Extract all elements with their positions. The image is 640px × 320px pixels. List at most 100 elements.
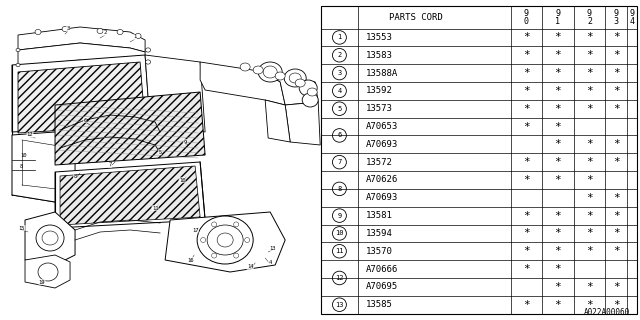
Ellipse shape <box>35 29 41 35</box>
Text: 15: 15 <box>19 226 25 230</box>
Text: *: * <box>523 104 530 114</box>
Ellipse shape <box>135 34 141 38</box>
Text: *: * <box>613 300 620 310</box>
Ellipse shape <box>200 237 205 243</box>
Text: *: * <box>523 50 530 60</box>
Ellipse shape <box>289 73 301 83</box>
Text: A70693: A70693 <box>365 140 397 149</box>
Text: *: * <box>613 68 620 78</box>
Text: *: * <box>613 193 620 203</box>
Ellipse shape <box>16 63 20 67</box>
Text: 3: 3 <box>337 70 342 76</box>
Ellipse shape <box>38 263 58 281</box>
Text: *: * <box>554 50 561 60</box>
Text: *: * <box>613 211 620 220</box>
Text: 13583: 13583 <box>365 51 392 60</box>
Ellipse shape <box>299 80 317 96</box>
Text: 13572: 13572 <box>365 158 392 167</box>
Polygon shape <box>55 162 205 228</box>
Text: *: * <box>613 86 620 96</box>
Ellipse shape <box>212 253 216 258</box>
Text: A70695: A70695 <box>365 282 397 292</box>
Text: *: * <box>586 175 593 185</box>
Text: *: * <box>613 228 620 238</box>
Text: *: * <box>554 86 561 96</box>
Text: 13573: 13573 <box>365 104 392 113</box>
Text: *: * <box>554 300 561 310</box>
Polygon shape <box>25 255 70 288</box>
Text: *: * <box>613 157 620 167</box>
Polygon shape <box>285 102 320 145</box>
Text: 5: 5 <box>159 149 162 155</box>
Text: 10: 10 <box>179 178 186 182</box>
Ellipse shape <box>253 66 263 74</box>
Text: 9
3: 9 3 <box>614 9 619 26</box>
Ellipse shape <box>244 237 250 243</box>
Text: 13581: 13581 <box>365 211 392 220</box>
Text: *: * <box>523 157 530 167</box>
Text: *: * <box>523 122 530 132</box>
Ellipse shape <box>207 225 243 255</box>
Text: *: * <box>586 104 593 114</box>
Text: *: * <box>554 264 561 274</box>
Text: *: * <box>554 104 561 114</box>
Text: 9: 9 <box>184 140 187 145</box>
Text: *: * <box>586 86 593 96</box>
Text: *: * <box>613 282 620 292</box>
Text: 4: 4 <box>269 260 272 265</box>
Text: 8: 8 <box>337 186 342 192</box>
Text: *: * <box>523 86 530 96</box>
Text: 10: 10 <box>335 230 344 236</box>
Text: *: * <box>523 228 530 238</box>
Ellipse shape <box>258 62 282 82</box>
Ellipse shape <box>212 222 216 227</box>
Text: *: * <box>586 211 593 220</box>
Ellipse shape <box>62 27 68 32</box>
Text: *: * <box>523 211 530 220</box>
Text: *: * <box>554 282 561 292</box>
Text: *: * <box>554 122 561 132</box>
Ellipse shape <box>42 231 58 245</box>
Text: 13588A: 13588A <box>365 68 397 77</box>
Ellipse shape <box>307 88 317 96</box>
Ellipse shape <box>284 69 306 87</box>
Text: 14: 14 <box>247 265 253 269</box>
Text: *: * <box>586 32 593 43</box>
Text: 5: 5 <box>337 106 342 112</box>
Text: 4: 4 <box>337 88 342 94</box>
Text: *: * <box>613 50 620 60</box>
Ellipse shape <box>145 60 150 64</box>
Text: A70626: A70626 <box>365 175 397 184</box>
Text: 8: 8 <box>20 164 23 169</box>
Text: *: * <box>523 32 530 43</box>
Text: 12: 12 <box>335 275 344 281</box>
Text: 13585: 13585 <box>365 300 392 309</box>
Ellipse shape <box>302 93 318 107</box>
Text: 13553: 13553 <box>365 33 392 42</box>
Text: *: * <box>554 139 561 149</box>
Polygon shape <box>200 62 285 105</box>
Polygon shape <box>55 92 205 165</box>
Polygon shape <box>60 166 200 225</box>
Text: 13: 13 <box>269 245 275 251</box>
Ellipse shape <box>217 233 233 247</box>
Text: 7: 7 <box>337 159 342 165</box>
Polygon shape <box>18 43 145 70</box>
Text: *: * <box>523 300 530 310</box>
Polygon shape <box>12 55 150 132</box>
Text: *: * <box>586 68 593 78</box>
Polygon shape <box>25 212 75 265</box>
Text: *: * <box>586 157 593 167</box>
Text: 13594: 13594 <box>365 229 392 238</box>
Ellipse shape <box>234 222 239 227</box>
Text: 2: 2 <box>337 52 342 58</box>
Text: *: * <box>554 175 561 185</box>
Text: *: * <box>554 211 561 220</box>
Text: 9
0: 9 0 <box>524 9 529 26</box>
Text: *: * <box>586 300 593 310</box>
Text: *: * <box>613 246 620 256</box>
Text: 19: 19 <box>39 279 45 284</box>
Ellipse shape <box>36 225 64 251</box>
Ellipse shape <box>16 48 20 52</box>
Polygon shape <box>18 62 145 133</box>
